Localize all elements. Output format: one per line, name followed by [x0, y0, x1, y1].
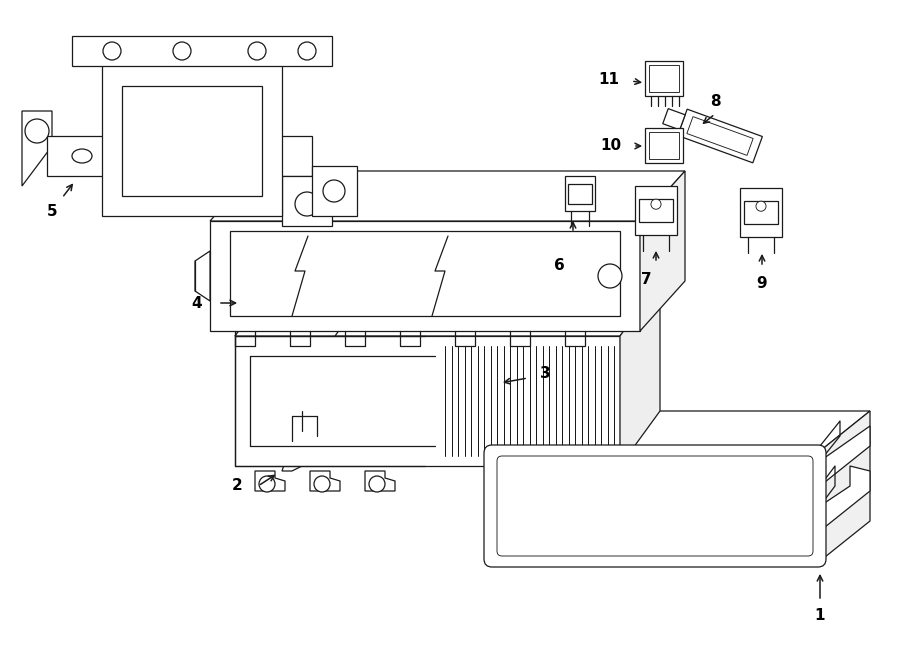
Polygon shape [72, 36, 332, 66]
Circle shape [756, 201, 766, 212]
Polygon shape [640, 171, 685, 331]
Bar [645, 61, 683, 96]
Polygon shape [687, 116, 753, 155]
Ellipse shape [72, 149, 92, 163]
Text: 2: 2 [231, 479, 242, 494]
Polygon shape [490, 411, 870, 451]
Polygon shape [210, 171, 685, 221]
Circle shape [298, 42, 316, 60]
Polygon shape [282, 431, 327, 471]
Polygon shape [47, 136, 312, 176]
Text: 10: 10 [600, 139, 622, 153]
Bar [568, 184, 592, 204]
Text: 7: 7 [641, 272, 652, 286]
Circle shape [295, 192, 319, 216]
Bar [230, 231, 620, 316]
Polygon shape [235, 281, 660, 336]
Polygon shape [102, 61, 282, 216]
Ellipse shape [157, 149, 177, 163]
Ellipse shape [112, 149, 132, 163]
Polygon shape [565, 176, 595, 211]
Polygon shape [662, 108, 685, 130]
Polygon shape [635, 186, 677, 235]
Circle shape [651, 199, 661, 210]
Circle shape [173, 42, 191, 60]
Circle shape [103, 42, 121, 60]
Text: 9: 9 [757, 276, 768, 290]
Polygon shape [820, 466, 870, 531]
Polygon shape [820, 426, 870, 486]
Ellipse shape [396, 297, 424, 315]
Bar [649, 65, 679, 92]
Circle shape [25, 119, 49, 143]
Circle shape [732, 498, 748, 514]
Circle shape [764, 493, 776, 505]
Text: 8: 8 [710, 93, 720, 108]
Polygon shape [620, 281, 660, 466]
Circle shape [722, 488, 758, 524]
Bar [294, 445, 304, 453]
Text: 6: 6 [554, 258, 564, 274]
Circle shape [248, 42, 266, 60]
Circle shape [259, 476, 275, 492]
Bar [649, 132, 679, 159]
Polygon shape [490, 451, 820, 561]
FancyBboxPatch shape [497, 456, 813, 556]
Polygon shape [740, 188, 782, 237]
Ellipse shape [281, 307, 309, 325]
Circle shape [314, 476, 330, 492]
Polygon shape [282, 176, 332, 226]
Polygon shape [195, 251, 210, 301]
Circle shape [598, 264, 622, 288]
Circle shape [756, 485, 784, 513]
Bar [744, 201, 778, 224]
Polygon shape [22, 111, 52, 186]
Polygon shape [678, 109, 762, 163]
Circle shape [323, 180, 345, 202]
Text: 5: 5 [47, 204, 58, 219]
Polygon shape [310, 471, 340, 491]
Bar [639, 199, 673, 221]
Text: 11: 11 [598, 71, 619, 87]
Polygon shape [312, 166, 357, 216]
Bar [645, 128, 683, 163]
Text: 4: 4 [192, 295, 202, 311]
Ellipse shape [341, 302, 369, 320]
Text: 1: 1 [814, 609, 825, 623]
Polygon shape [365, 471, 395, 491]
Bar [122, 86, 262, 196]
Polygon shape [255, 471, 285, 491]
Circle shape [369, 476, 385, 492]
Polygon shape [235, 281, 375, 336]
Text: 3: 3 [540, 366, 550, 381]
Polygon shape [820, 411, 870, 561]
FancyBboxPatch shape [484, 445, 826, 567]
Polygon shape [235, 336, 620, 466]
Polygon shape [210, 221, 640, 331]
